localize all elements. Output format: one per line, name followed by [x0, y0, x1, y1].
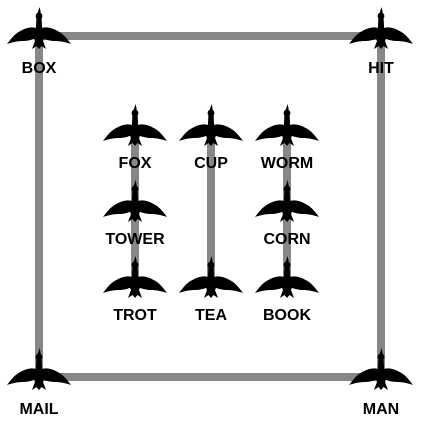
node-hit: HIT: [349, 7, 413, 77]
goose-icon: [349, 348, 413, 390]
goose-icon: [103, 256, 167, 298]
goose-icon: [255, 104, 319, 146]
node-mail: MAIL: [7, 348, 71, 418]
node-label-book: BOOK: [263, 307, 311, 324]
node-label-worm: WORM: [261, 155, 313, 172]
node-label-corn: CORN: [263, 231, 310, 248]
node-label-hit: HIT: [368, 60, 394, 77]
node-label-cup: CUP: [194, 155, 228, 172]
node-label-mail: MAIL: [19, 401, 58, 418]
node-label-man: MAN: [363, 401, 399, 418]
goose-icon: [103, 104, 167, 146]
node-label-box: BOX: [22, 60, 57, 77]
node-tea: TEA: [179, 256, 243, 324]
edges-layer: [35, 32, 385, 381]
node-fox: FOX: [103, 104, 167, 172]
node-cup: CUP: [179, 104, 243, 172]
node-label-trot: TROT: [113, 307, 157, 324]
node-worm: WORM: [255, 104, 319, 172]
node-label-tea: TEA: [195, 307, 227, 324]
node-label-tower: TOWER: [105, 231, 165, 248]
node-man: MAN: [349, 348, 413, 418]
goose-icon: [179, 104, 243, 146]
node-book: BOOK: [255, 256, 319, 324]
node-tower: TOWER: [103, 180, 167, 248]
node-box: BOX: [7, 7, 71, 77]
node-label-fox: FOX: [119, 155, 152, 172]
nodes-layer: BOX HIT MAIL MAN FOX TOWER TROT CUP TEA WORM CORN B…: [7, 7, 413, 418]
goose-icon: [7, 348, 71, 390]
goose-icon: [179, 256, 243, 298]
node-trot: TROT: [103, 256, 167, 324]
node-corn: CORN: [255, 180, 319, 248]
goose-icon: [255, 256, 319, 298]
goose-icon: [255, 180, 319, 222]
goose-icon: [7, 7, 71, 49]
goose-icon: [349, 7, 413, 49]
goose-icon: [103, 180, 167, 222]
